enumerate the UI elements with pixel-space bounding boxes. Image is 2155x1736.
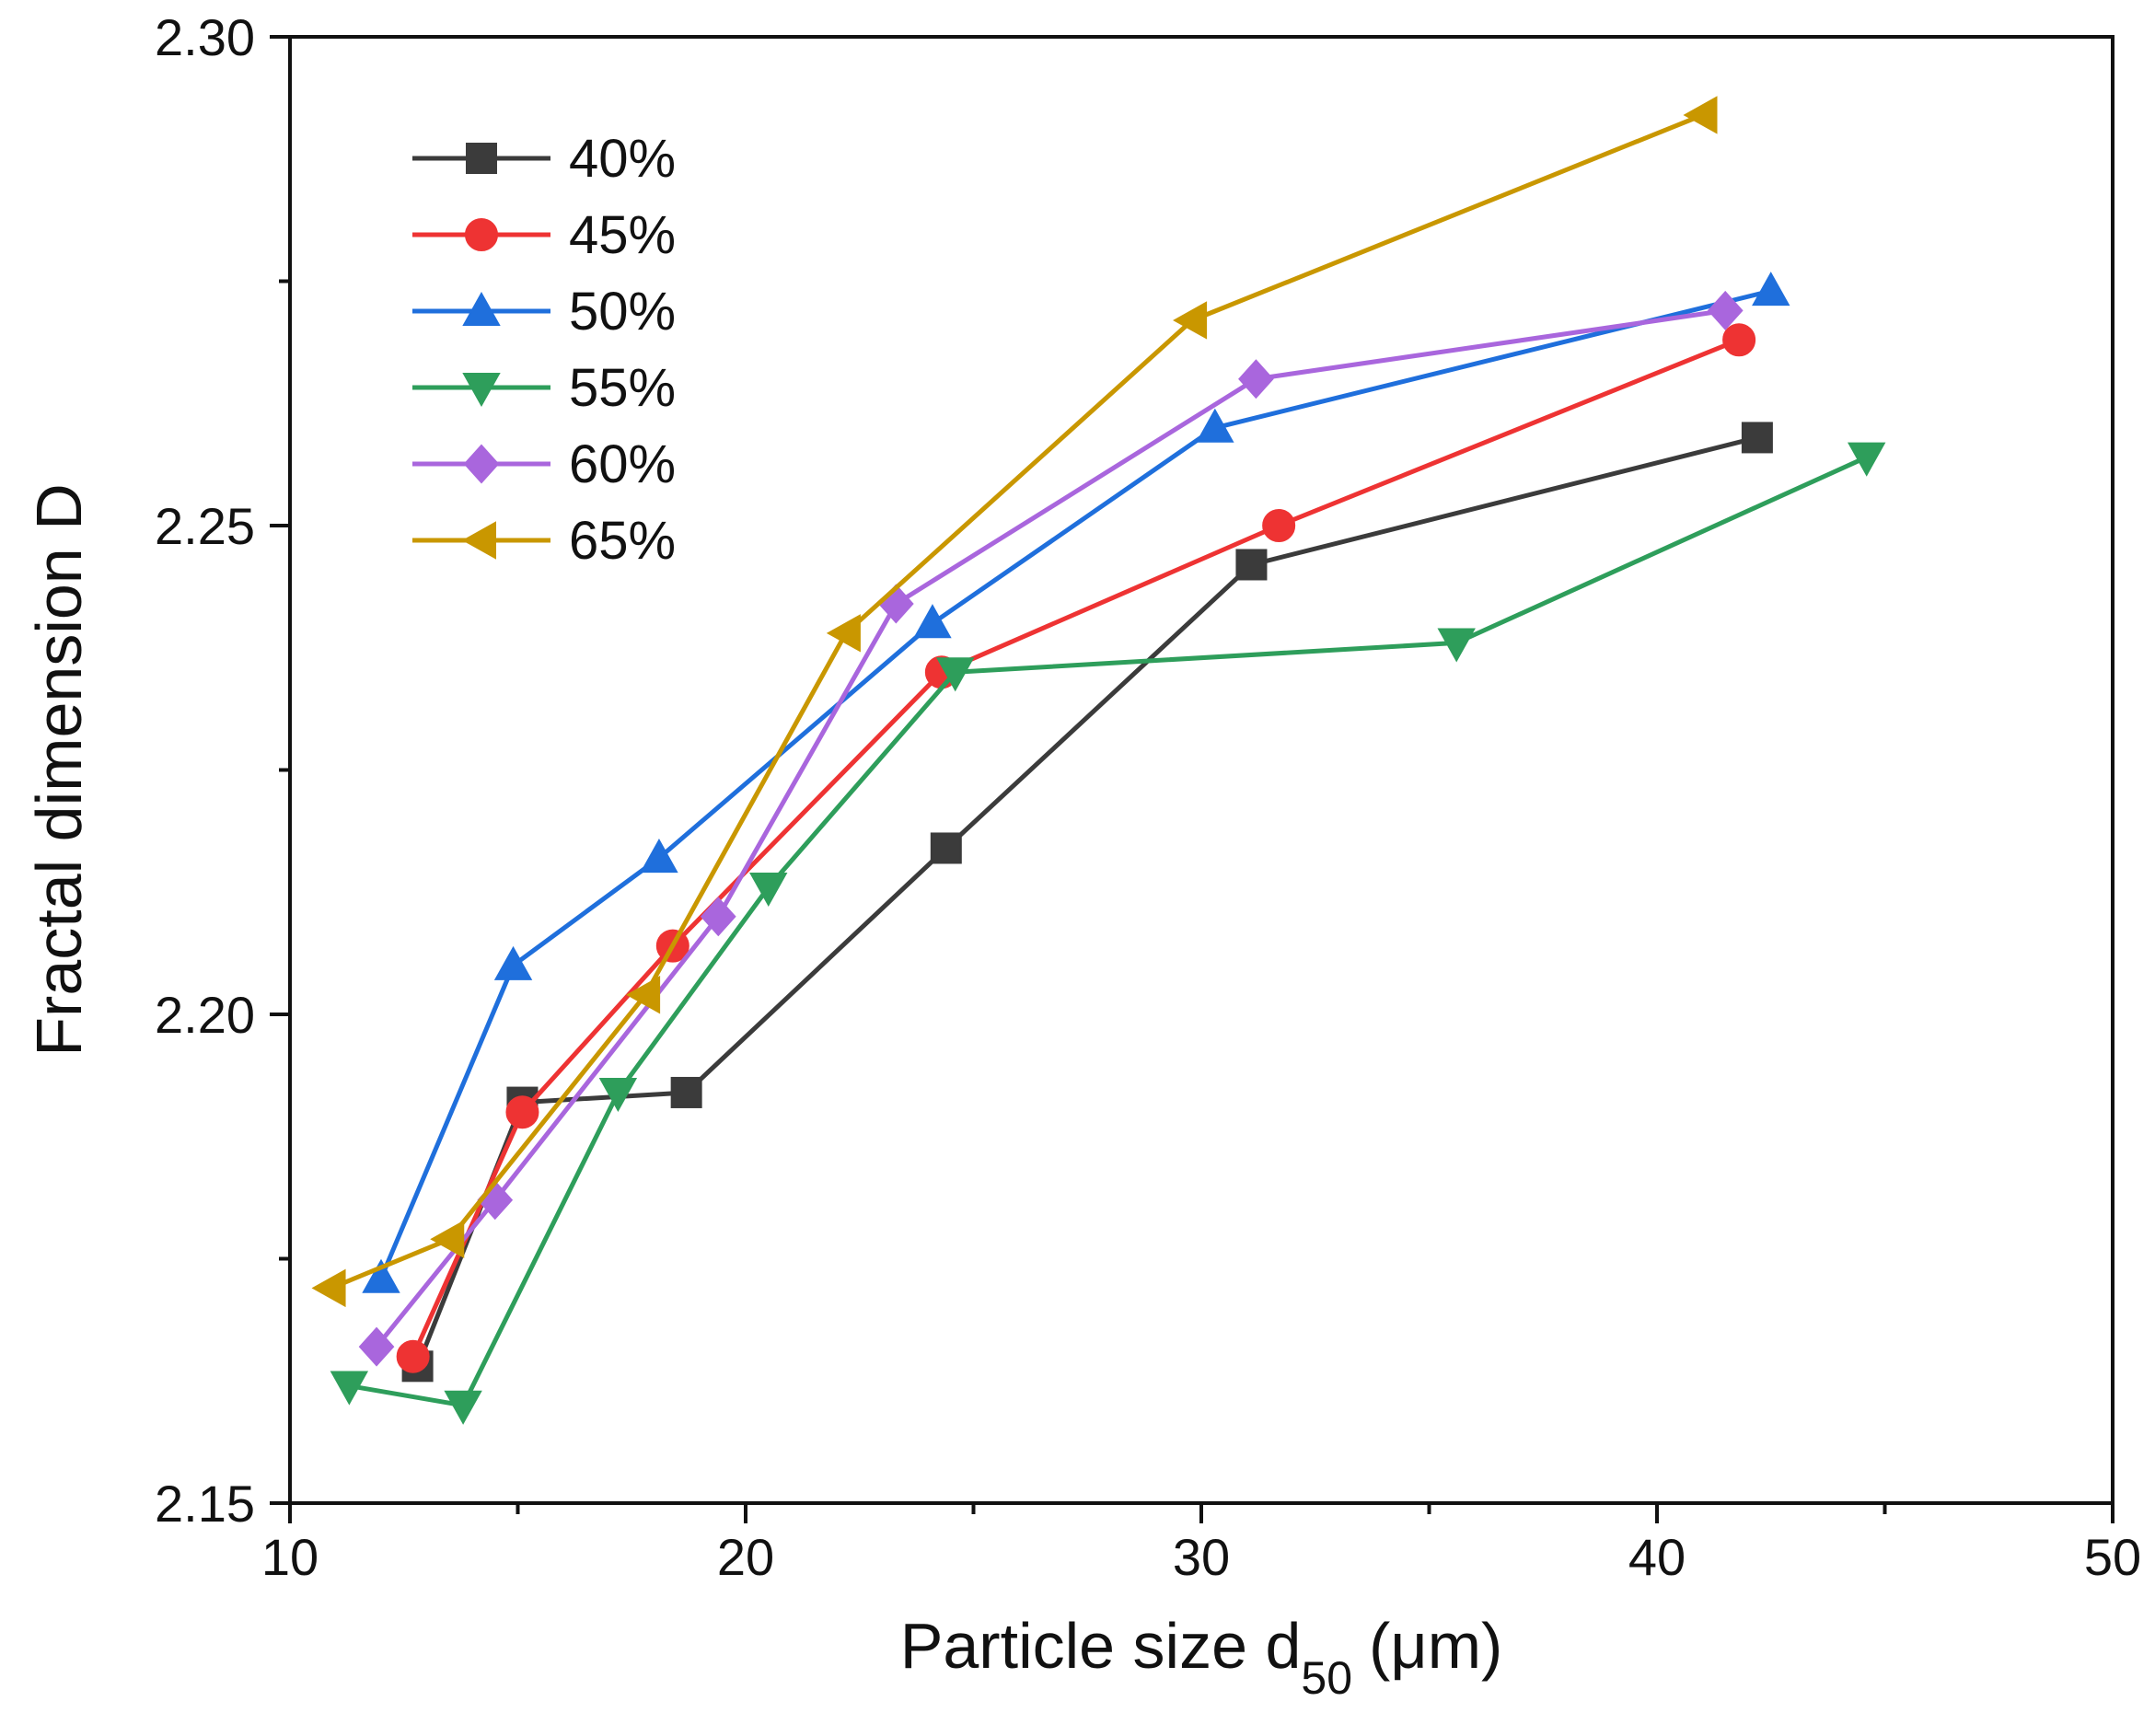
legend-marker — [463, 444, 500, 484]
axes: 10 20 30 40 50 2.15 2.20 2.25 2.30 — [155, 8, 2141, 1586]
legend-marker — [466, 143, 497, 174]
data-point — [700, 897, 736, 937]
x-axis-title-main: Particle size d — [900, 1610, 1302, 1682]
data-point — [1752, 272, 1790, 307]
legend-item: 60% — [412, 434, 676, 494]
x-tick-label: 40 — [1628, 1528, 1686, 1586]
data-point — [640, 839, 678, 874]
data-point — [826, 614, 861, 653]
data-point — [1707, 290, 1744, 330]
data-point — [1262, 509, 1296, 542]
y-axis-title: Fractal dimension D — [23, 483, 95, 1056]
data-point — [444, 1390, 482, 1425]
data-point — [1741, 422, 1773, 454]
legend-item: 55% — [412, 358, 676, 418]
series-65-pct — [311, 96, 1718, 1308]
legend-item: 50% — [412, 282, 676, 341]
legend-label: 65% — [569, 511, 676, 571]
series-line — [375, 307, 1726, 1348]
axis-titles: Particle size d50 (μm) Fractal dimension … — [23, 483, 1502, 1704]
data-point — [396, 1339, 430, 1373]
data-point — [493, 945, 533, 980]
legend-marker — [461, 521, 496, 560]
legend-marker — [465, 218, 498, 251]
data-point — [1683, 96, 1718, 134]
series-group — [311, 96, 1886, 1425]
data-point — [1173, 301, 1208, 340]
x-tick-label: 50 — [2084, 1528, 2141, 1586]
series-55-pct — [330, 442, 1886, 1425]
data-point — [1238, 359, 1274, 399]
x-axis-title-subscript: 50 — [1301, 1652, 1352, 1704]
series-line — [411, 337, 1741, 1358]
y-tick-label: 2.25 — [155, 497, 255, 555]
series-line — [330, 112, 1704, 1290]
data-point — [311, 1268, 346, 1308]
series-line — [378, 288, 1772, 1279]
legend-item: 45% — [412, 205, 676, 265]
x-axis-title-unit: (μm) — [1369, 1610, 1502, 1682]
legend-marker — [462, 373, 501, 408]
legend-label: 60% — [569, 434, 676, 494]
x-tick-label: 20 — [717, 1528, 774, 1586]
x-axis-title: Particle size d50 (μm) — [900, 1610, 1503, 1704]
series-45-pct — [396, 323, 1756, 1373]
legend-marker — [462, 291, 501, 326]
data-point — [1722, 323, 1756, 357]
series-60-pct — [358, 290, 1744, 1367]
legend-label: 45% — [569, 205, 676, 265]
y-tick-label: 2.15 — [155, 1475, 255, 1533]
y-tick-label: 2.20 — [155, 986, 255, 1044]
legend-item: 40% — [412, 129, 676, 189]
x-tick-label: 30 — [1173, 1528, 1230, 1586]
data-point — [1847, 442, 1886, 477]
x-tick-label: 10 — [261, 1528, 319, 1586]
data-point — [670, 1076, 702, 1108]
legend: 40% 45% 50% 55% 60% 65% — [412, 129, 676, 571]
data-point — [749, 872, 788, 907]
data-point — [930, 832, 962, 864]
data-point — [358, 1326, 395, 1367]
series-50-pct — [362, 272, 1790, 1293]
plot-frame — [288, 35, 2114, 1505]
data-point — [430, 1220, 465, 1258]
legend-label: 55% — [569, 358, 676, 418]
data-point — [1235, 549, 1268, 581]
data-point — [1196, 408, 1234, 443]
data-point — [1437, 628, 1476, 663]
data-point — [505, 1095, 539, 1129]
data-point — [913, 604, 952, 639]
series-line — [415, 434, 1758, 1368]
data-point — [935, 657, 975, 692]
data-point — [330, 1371, 369, 1406]
legend-label: 40% — [569, 129, 676, 189]
data-point — [362, 1258, 400, 1293]
y-tick-label: 2.30 — [155, 8, 255, 66]
legend-label: 50% — [569, 282, 676, 341]
data-point — [626, 976, 661, 1014]
legend-item: 65% — [412, 511, 676, 571]
data-point — [598, 1077, 638, 1113]
